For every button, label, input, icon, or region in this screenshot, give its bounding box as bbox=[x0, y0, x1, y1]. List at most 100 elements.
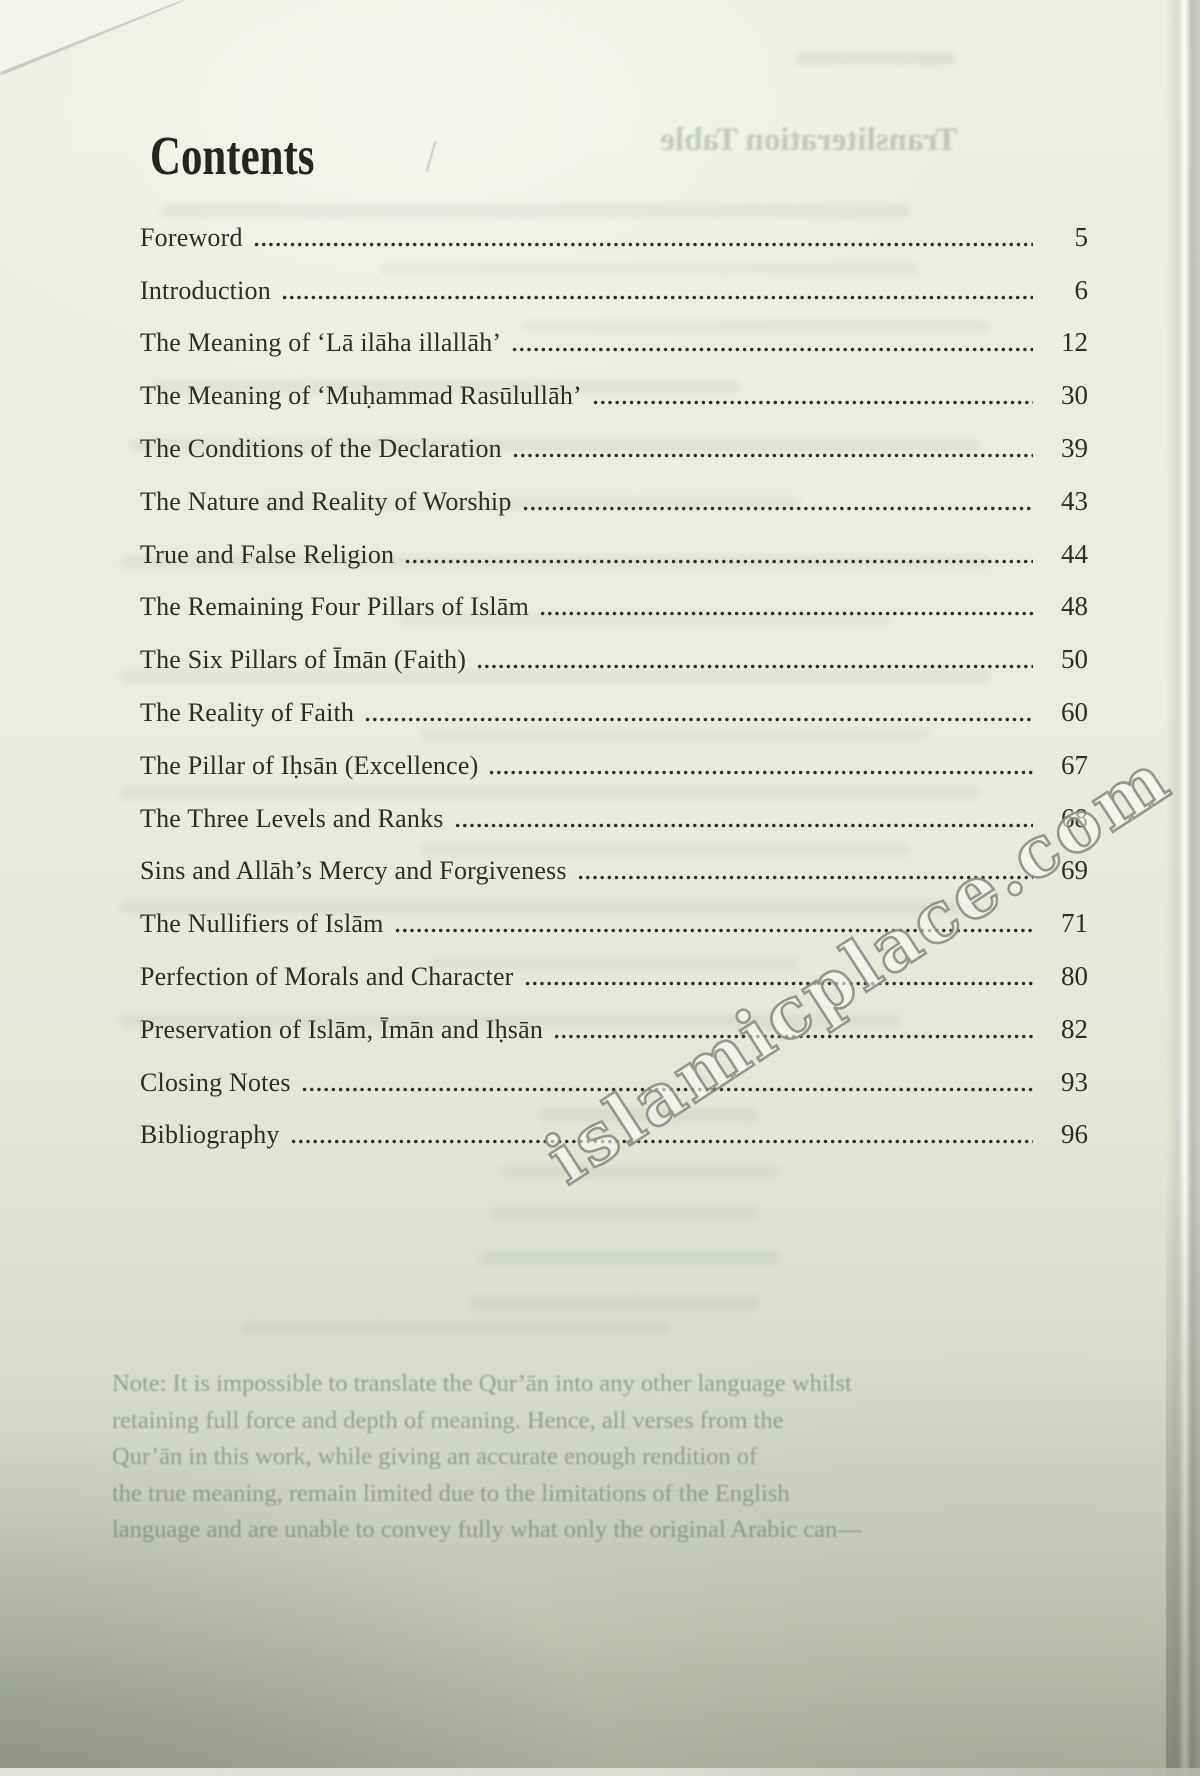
toc-page-number: 71 bbox=[1061, 908, 1088, 939]
toc-page-number: 44 bbox=[1061, 538, 1088, 569]
dot-leader bbox=[553, 1033, 1033, 1039]
toc-page-number: 6 bbox=[1074, 274, 1089, 305]
toc-row: Closing Notes 93 bbox=[140, 1049, 1088, 1102]
toc-entry-label: The Nature and Reality of Worship bbox=[140, 486, 512, 516]
toc-row: The Meaning of ‘Muḥammad Rasūlullāh’ 30 bbox=[140, 362, 1088, 415]
toc-row: The Remaining Four Pillars of Islām 48 bbox=[140, 574, 1088, 627]
toc-entry-label: The Meaning of ‘Lā ilāha illallāh’ bbox=[140, 328, 502, 358]
page-edge-bottom bbox=[0, 1768, 1200, 1776]
bleedthrough-note: Note: It is impossible to translate the … bbox=[112, 1366, 1050, 1549]
toc-entry-label: The Reality of Faith bbox=[140, 697, 355, 727]
toc-page-number: 69 bbox=[1061, 855, 1088, 886]
toc-row: The Nullifiers of Islām 71 bbox=[140, 890, 1088, 943]
bleedthrough-note-line: retaining full force and depth of meanin… bbox=[112, 1406, 784, 1434]
page-title: Contents bbox=[150, 125, 315, 186]
toc-row: The Reality of Faith 60 bbox=[140, 679, 1088, 732]
dot-leader bbox=[364, 716, 1033, 722]
dot-leader bbox=[488, 769, 1033, 775]
toc-page-number: 80 bbox=[1061, 960, 1088, 991]
toc-page-number: 43 bbox=[1061, 485, 1088, 516]
toc-row: The Conditions of the Declaration 39 bbox=[140, 415, 1088, 468]
dot-leader bbox=[404, 558, 1033, 564]
bleedthrough-smudge bbox=[500, 1165, 780, 1178]
toc-page-number: 50 bbox=[1061, 644, 1088, 675]
bleedthrough-smudge bbox=[480, 1251, 780, 1265]
bleedthrough-smudge bbox=[520, 320, 990, 333]
toc-entry-label: Introduction bbox=[140, 275, 271, 305]
dot-leader bbox=[539, 611, 1033, 617]
bleedthrough-smudge bbox=[120, 1014, 900, 1028]
bleedthrough-note-line: the true meaning, remain limited due to … bbox=[112, 1479, 790, 1507]
toc-entry-label: The Three Levels and Ranks bbox=[140, 803, 444, 833]
toc-page-number: 5 bbox=[1074, 221, 1089, 252]
bleedthrough-smudge bbox=[490, 1207, 760, 1220]
bleedthrough-smudge bbox=[380, 262, 920, 275]
toc-row: Bibliography 96 bbox=[140, 1102, 1088, 1155]
bleedthrough-smudge bbox=[470, 1296, 760, 1309]
bleedthrough-smudge bbox=[120, 786, 980, 800]
toc-row: Perfection of Morals and Character 80 bbox=[140, 943, 1088, 996]
toc-row: The Three Levels and Ranks 68 bbox=[140, 785, 1088, 838]
toc-row: Foreword 5 bbox=[140, 204, 1088, 257]
toc-page-number: 93 bbox=[1061, 1066, 1088, 1097]
bleedthrough-smudge bbox=[150, 380, 740, 394]
bleedthrough-smudge bbox=[120, 670, 990, 684]
toc-page-number: 67 bbox=[1061, 749, 1088, 780]
toc-row: True and False Religion 44 bbox=[140, 521, 1088, 574]
toc-entry-label: The Pillar of Iḥsān (Excellence) bbox=[140, 750, 479, 780]
dot-leader bbox=[393, 928, 1033, 934]
dot-leader bbox=[511, 347, 1033, 353]
bleedthrough-heading: Transliteration Table bbox=[660, 122, 958, 158]
bleedthrough-smudge bbox=[420, 843, 910, 856]
bleedthrough-smudge bbox=[130, 438, 980, 452]
bleedthrough-smudge bbox=[795, 52, 955, 65]
dot-leader bbox=[511, 452, 1033, 458]
bleedthrough-note-line: Note: It is impossible to translate the … bbox=[112, 1370, 852, 1397]
page-edge-right bbox=[1166, 0, 1200, 1776]
toc-entry-label: The Conditions of the Declaration bbox=[140, 433, 502, 463]
bleedthrough-smudge bbox=[120, 900, 980, 914]
toc-row: The Pillar of Iḥsān (Excellence) 67 bbox=[140, 732, 1088, 785]
bleedthrough-note-line: language and are unable to convey fully … bbox=[112, 1516, 862, 1543]
toc-entry-label: Perfection of Morals and Character bbox=[140, 961, 514, 991]
toc-row: The Six Pillars of Īmān (Faith) 50 bbox=[140, 626, 1088, 679]
dot-leader bbox=[300, 1086, 1033, 1092]
toc-entry-label: Sins and Allāh’s Mercy and Forgiveness bbox=[140, 856, 567, 886]
toc-row: Sins and Allāh’s Mercy and Forgiveness 6… bbox=[140, 838, 1088, 891]
toc-page-number: 96 bbox=[1061, 1119, 1088, 1150]
toc-page-number: 30 bbox=[1061, 380, 1088, 411]
toc-page-number: 82 bbox=[1061, 1013, 1088, 1044]
toc-page-number: 60 bbox=[1061, 696, 1088, 727]
toc-row: The Nature and Reality of Worship 43 bbox=[140, 468, 1088, 521]
toc-entry-label: The Remaining Four Pillars of Islām bbox=[140, 592, 530, 622]
toc-page-number: 68 bbox=[1061, 802, 1088, 833]
dot-leader bbox=[476, 664, 1033, 670]
toc-list: Foreword 5 Introduction 6 The Meaning of… bbox=[140, 204, 1088, 1154]
bleedthrough-smudge bbox=[160, 203, 910, 218]
dot-leader bbox=[252, 241, 1033, 247]
toc-page-number: 12 bbox=[1061, 327, 1088, 358]
toc-row: The Meaning of ‘Lā ilāha illallāh’ 12 bbox=[140, 310, 1088, 363]
dot-leader bbox=[280, 294, 1033, 300]
toc-row: Introduction 6 bbox=[140, 257, 1088, 310]
bleedthrough-smudge bbox=[240, 1322, 670, 1335]
toc-entry-label: True and False Religion bbox=[140, 539, 395, 569]
toc-entry-label: Closing Notes bbox=[140, 1067, 291, 1097]
dot-leader bbox=[591, 400, 1033, 406]
bleedthrough-smudge bbox=[540, 1108, 760, 1122]
toc-entry-label: Foreword bbox=[140, 222, 243, 252]
toc-entry-label: Preservation of Islām, Īmān and Iḥsān bbox=[140, 1014, 544, 1044]
dot-leader bbox=[576, 875, 1033, 881]
crease-mark bbox=[425, 140, 437, 173]
toc-row: Preservation of Islām, Īmān and Iḥsān 82 bbox=[140, 996, 1088, 1049]
dot-leader bbox=[523, 980, 1033, 986]
bleedthrough-smudge bbox=[420, 728, 930, 741]
page-corner-background bbox=[0, 0, 182, 72]
bleedthrough-note-line: Qur’ān in this work, while giving an acc… bbox=[112, 1443, 758, 1470]
toc-entry-label: The Nullifiers of Islām bbox=[140, 909, 384, 939]
dot-leader bbox=[521, 505, 1033, 511]
toc-entry-label: The Six Pillars of Īmān (Faith) bbox=[140, 645, 467, 675]
toc-entry-label: Bibliography bbox=[140, 1120, 280, 1150]
